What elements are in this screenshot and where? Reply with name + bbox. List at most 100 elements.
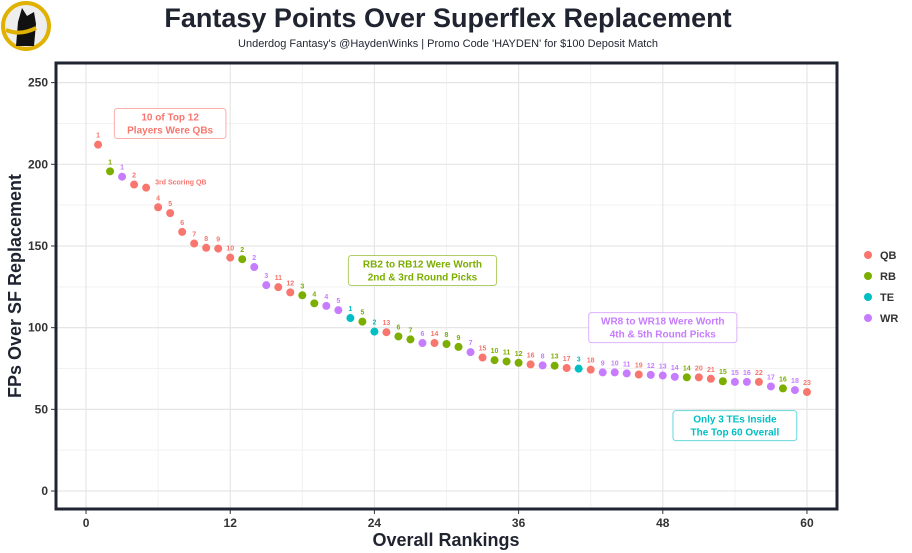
legend-swatch	[864, 293, 872, 301]
point-label: 11	[503, 349, 511, 356]
data-point-qb: 3rd Scoring QB	[142, 180, 206, 192]
point-label: 21	[707, 367, 715, 374]
point-label: 11	[275, 275, 283, 282]
point-label: 7	[409, 327, 413, 334]
point-label: 3rd Scoring QB	[155, 180, 206, 187]
point-label: 4	[312, 291, 316, 298]
point-marker	[430, 339, 439, 348]
data-point-qb: 7	[190, 232, 199, 248]
point-label: 10	[491, 348, 499, 355]
annotation-text: The Top 60 Overall	[691, 428, 780, 439]
point-marker	[622, 369, 631, 378]
data-point-wr: 16	[742, 370, 751, 386]
legend-label: QB	[880, 250, 897, 262]
point-marker	[466, 348, 475, 357]
data-point-qb: 19	[634, 363, 643, 379]
point-label: 6	[421, 331, 425, 338]
point-marker	[478, 353, 487, 362]
point-marker	[766, 382, 775, 391]
point-marker	[538, 361, 547, 370]
data-point-rb: 1	[106, 159, 115, 176]
annotation-label: 10 of Top 12 Players Were QBs	[113, 107, 227, 139]
x-tick-label: 36	[512, 516, 526, 530]
data-point-wr: 5	[334, 298, 343, 315]
plot-border	[54, 61, 839, 511]
y-tick-label: 0	[41, 484, 48, 498]
annotation-text: WR8 to WR18 Were Worth	[601, 317, 725, 328]
data-point-wr: 8	[538, 353, 547, 370]
point-marker	[442, 339, 451, 348]
point-marker	[202, 243, 211, 252]
data-point-rb: 2	[238, 247, 247, 264]
point-label: 7	[192, 232, 196, 239]
point-label: 5	[360, 310, 364, 317]
point-label: 8	[204, 236, 208, 243]
data-point-wr: 4	[322, 294, 331, 310]
legend-label: TE	[880, 292, 894, 304]
annotation-box	[672, 410, 798, 442]
annotation-box	[588, 312, 738, 344]
point-label: 13	[383, 320, 391, 327]
data-point-rb: 16	[778, 376, 787, 393]
data-point-rb: 12	[514, 351, 523, 367]
point-label: 7	[469, 340, 473, 347]
data-point-qb: 18	[586, 358, 595, 374]
point-label: 6	[180, 220, 184, 227]
point-marker	[550, 361, 559, 370]
data-point-wr: 7	[466, 340, 475, 357]
point-label: 1	[348, 306, 352, 313]
point-marker	[742, 377, 751, 386]
point-label: 1	[108, 159, 112, 166]
x-axis-label: Overall Rankings	[372, 530, 519, 550]
annotation-text: 10 of Top 12	[141, 112, 199, 123]
point-label: 8	[445, 332, 449, 339]
x-tick-label: 12	[224, 516, 238, 530]
point-marker	[694, 373, 703, 382]
point-label: 14	[671, 365, 679, 372]
point-marker	[574, 364, 583, 373]
point-marker	[646, 370, 655, 379]
data-point-qb: 20	[694, 365, 703, 382]
x-tick-label: 24	[368, 516, 382, 530]
point-label: 2	[240, 247, 244, 254]
x-tick-label: 60	[800, 516, 814, 530]
y-axis-label: FPs Over SF Replacement	[5, 174, 25, 398]
point-label: 15	[479, 346, 487, 353]
data-point-rb: 7	[406, 327, 415, 344]
point-marker	[142, 183, 151, 192]
data-point-wr: 14	[670, 365, 679, 381]
point-label: 2	[132, 173, 136, 180]
point-marker	[214, 244, 223, 253]
data-point-qb: 15	[478, 346, 487, 362]
point-label: 14	[431, 331, 439, 338]
data-point-wr: 6	[418, 331, 427, 348]
chart-subtitle: Underdog Fantasy's @HaydenWinks | Promo …	[238, 38, 658, 50]
data-point-qb: 11	[274, 275, 283, 292]
legend-label: RB	[880, 271, 896, 283]
point-marker	[706, 374, 715, 383]
point-marker	[802, 388, 811, 397]
point-label: 10	[226, 246, 234, 253]
point-marker	[502, 357, 511, 366]
point-label: 2	[252, 255, 256, 262]
point-marker	[262, 281, 271, 290]
data-point-wr: 13	[658, 364, 667, 380]
point-marker	[790, 386, 799, 395]
legend-item-rb: RB	[864, 271, 896, 283]
point-marker	[130, 180, 139, 189]
data-point-rb: 4	[310, 291, 319, 308]
point-marker	[346, 314, 355, 323]
point-label: 9	[457, 335, 461, 342]
point-label: 15	[731, 370, 739, 377]
point-label: 16	[743, 370, 751, 377]
annotation-label: Only 3 TEs Inside The Top 60 Overall	[672, 410, 798, 442]
data-point-qb: 5	[166, 201, 175, 218]
data-point-qb: 14	[430, 331, 439, 348]
data-point-rb: 14	[682, 365, 691, 382]
data-point-qb: 21	[706, 367, 715, 383]
data-point-qb: 12	[286, 280, 295, 297]
point-label: 23	[803, 380, 811, 387]
annotation-text: Only 3 TEs Inside	[693, 415, 777, 426]
point-label: 1	[120, 165, 124, 172]
